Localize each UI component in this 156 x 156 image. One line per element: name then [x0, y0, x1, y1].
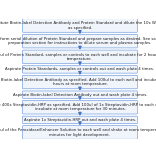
- Text: Aspirate Protein Standards, samples or controls out and wash plate 4 times.: Aspirate Protein Standards, samples or c…: [5, 67, 154, 71]
- Text: Dilute 400x Streptavidin-HRP as specified. Add 100ul of 1x Streptavidin-HRP to e: Dilute 400x Streptavidin-HRP as specifie…: [0, 103, 156, 112]
- Text: Dilute Biotin-label Detection Antibody as specified. Add 100ul to each well and : Dilute Biotin-label Detection Antibody a…: [0, 78, 156, 86]
- Text: Add 100ul of Protein Standard, samples or controls to each well and incubate for: Add 100ul of Protein Standard, samples o…: [0, 53, 156, 61]
- FancyBboxPatch shape: [22, 66, 137, 73]
- FancyBboxPatch shape: [22, 50, 137, 64]
- FancyBboxPatch shape: [22, 91, 137, 98]
- Text: Aspirate Biotin-label Detection Antibody out and wash plate 4 times.: Aspirate Biotin-label Detection Antibody…: [13, 93, 147, 97]
- Text: Reconstitute Biotin-label Detection Antibody and Protein Standard and dilute the: Reconstitute Biotin-label Detection Anti…: [0, 21, 156, 30]
- Text: Aspirate 1x Streptavidin-HRP out and wash plate 4 times.: Aspirate 1x Streptavidin-HRP out and was…: [24, 118, 136, 122]
- FancyBboxPatch shape: [22, 100, 137, 114]
- FancyBboxPatch shape: [22, 116, 137, 124]
- Text: Add 100ul of the Peroxidase/Enhancer Solution to each well and shake at room tem: Add 100ul of the Peroxidase/Enhancer Sol…: [0, 128, 156, 137]
- FancyBboxPatch shape: [22, 126, 137, 139]
- FancyBboxPatch shape: [22, 75, 137, 89]
- FancyBboxPatch shape: [22, 19, 137, 32]
- FancyBboxPatch shape: [22, 34, 137, 48]
- Text: Perform serial dilution of Protein Standard and prepare samples as desired. See : Perform serial dilution of Protein Stand…: [0, 37, 156, 45]
